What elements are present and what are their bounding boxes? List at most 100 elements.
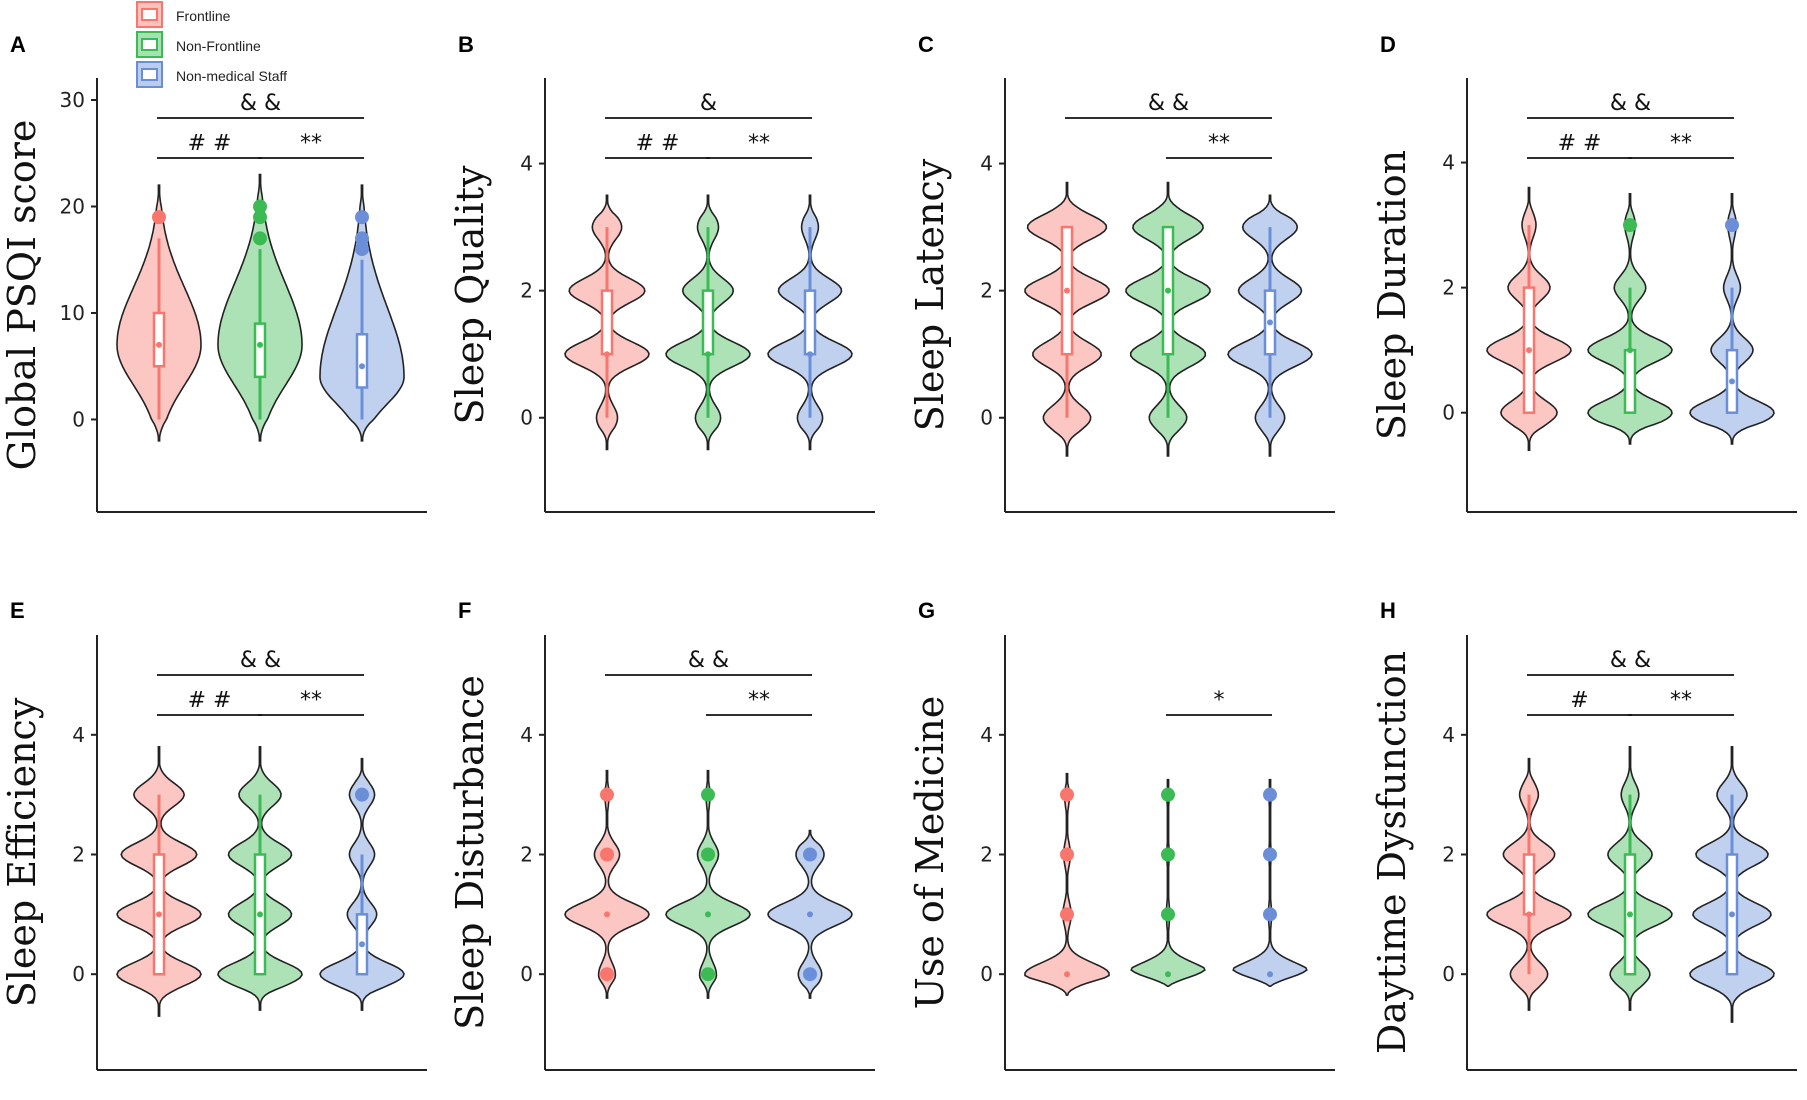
significance-label: * [1214,688,1225,713]
y-axis-title: Sleep Disturbance [448,675,492,1030]
median-point [156,911,162,918]
outlier-point [1263,907,1277,922]
outlier-point [701,967,715,982]
legend-item: Non-Frontline [136,31,261,58]
median-point [1267,319,1273,326]
outlier-point [152,210,166,225]
median-point [359,941,365,948]
outlier-point [1725,218,1739,233]
significance-label: ** [300,131,322,156]
y-axis-title: Global PSQI score [0,120,44,471]
y-tick-label: 4 [1442,151,1455,175]
significance-label: # # [636,131,680,156]
outlier-point [1161,787,1175,802]
y-tick-label: 0 [1442,962,1455,986]
outlier-point [1060,907,1074,922]
panel-label: C [918,32,934,57]
y-tick-label: 2 [520,279,533,303]
violin-3 [1232,778,1308,987]
median-point [1729,378,1735,385]
legend-swatch-box [141,8,158,21]
significance-label: ** [748,131,770,156]
y-axis-title: Sleep Latency [908,158,952,431]
panel-label: E [10,598,25,623]
iqr-box [355,333,369,389]
legend: Frontline Non-Frontline Non-medical Staff [136,1,287,88]
median-point [705,911,711,918]
outlier-point [803,967,817,982]
median-point [1526,347,1532,354]
outlier-point [1263,787,1277,802]
panel-E: E 0 2 4 Sleep Efficiency & & # # ** [0,598,427,1071]
outlier-point [1161,847,1175,862]
significance-label: # [1570,688,1588,713]
violin-2 [665,769,751,999]
legend-label: Non-medical Staff [176,68,287,84]
violin-1 [1024,772,1110,996]
legend-item: Non-medical Staff [136,61,287,88]
legend-label: Frontline [176,8,231,24]
legend-swatch-box [141,68,158,81]
violin-2 [1130,778,1206,987]
median-point [1627,347,1633,354]
panel-label: D [1380,32,1396,57]
y-tick-label: 2 [1442,843,1455,867]
median-point [604,351,610,358]
significance-label: & & [1148,91,1189,116]
panel-label: A [10,32,26,57]
iqr-box [701,289,715,356]
significance-label: # # [188,131,232,156]
median-point [257,341,263,348]
panel-label: B [458,32,474,57]
y-axis-title: Daytime Dysfunction [1370,651,1414,1054]
y-tick-label: 0 [72,407,85,431]
y-tick-label: 2 [520,843,533,867]
outlier-point [355,787,369,802]
y-axis-title: Sleep Quality [448,165,492,424]
y-tick-label: 4 [980,723,993,747]
legend-swatch-box [141,38,158,51]
median-point [359,363,365,370]
y-tick-label: 4 [1442,723,1455,747]
median-point [604,911,610,918]
y-tick-label: 4 [980,152,993,176]
outlier-point [1623,218,1637,233]
significance-label: # # [1558,131,1602,156]
significance-label: & & [688,648,729,673]
significance-label: ** [1208,131,1230,156]
median-point [1064,287,1070,294]
iqr-box [152,311,166,368]
significance-label: & & [240,91,281,116]
outlier-point [355,231,369,246]
y-tick-label: 0 [72,962,85,986]
outlier-point [1060,787,1074,802]
panel-A: A 0 10 20 30 Global PSQI score & & # # ** [0,32,427,513]
outlier-point [803,847,817,862]
significance-label: & [700,91,717,116]
panel-label: F [458,598,471,623]
outlier-point [701,847,715,862]
outlier-point [355,242,369,257]
legend-label: Non-Frontline [176,38,261,54]
median-point [1526,911,1532,918]
outlier-point [600,787,614,802]
y-tick-label: 2 [980,843,993,867]
iqr-box [1623,348,1637,414]
y-axis-title: Sleep Duration [1370,150,1414,440]
significance-label: ** [1670,131,1692,156]
median-point [807,351,813,358]
y-tick-label: 4 [520,152,533,176]
median-point [1267,971,1273,978]
panel-B: B 0 2 4 Sleep Quality &# # ** [448,32,875,513]
significance-label: & & [240,648,281,673]
y-tick-label: 4 [520,723,533,747]
panel-G: G 0 2 4 Use of Medicine * [908,598,1335,1071]
outlier-point [253,210,267,225]
median-point [156,341,162,348]
legend-item: Frontline [136,1,231,28]
significance-label: & & [1610,648,1651,673]
y-tick-label: 10 [60,301,85,325]
y-axis-title: Sleep Efficiency [0,697,44,1007]
